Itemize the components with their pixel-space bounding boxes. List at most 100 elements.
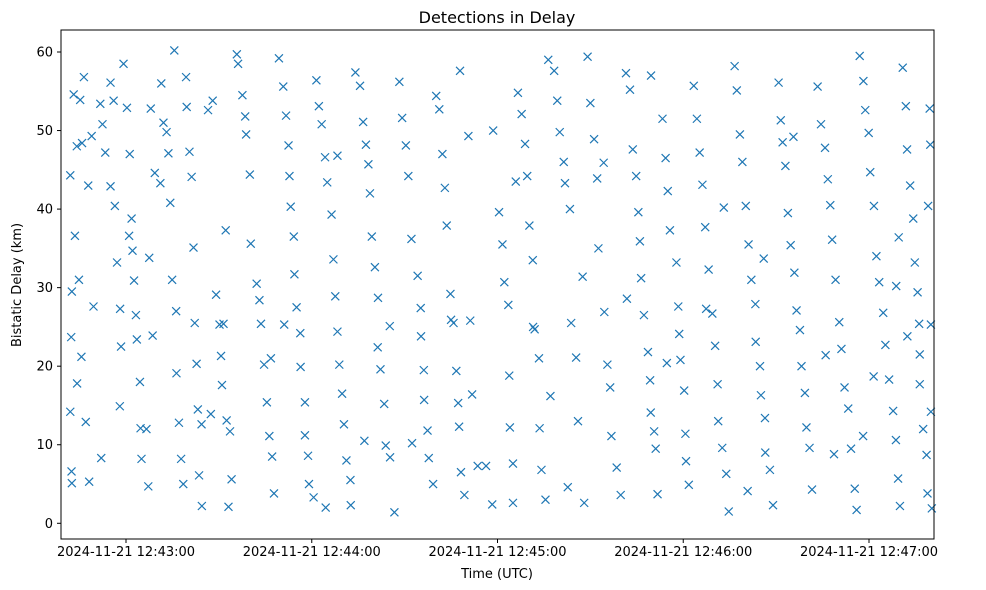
data-point-marker — [379, 399, 389, 409]
data-point-marker — [70, 231, 80, 241]
data-point-marker — [925, 104, 935, 113]
y-tick-label: 40 — [36, 203, 53, 218]
data-point-marker — [162, 127, 171, 137]
data-point-marker — [689, 81, 699, 91]
data-point-marker — [129, 276, 139, 285]
data-point-marker — [636, 273, 646, 283]
data-point-marker — [222, 415, 232, 425]
data-point-marker — [333, 151, 342, 161]
data-point-marker — [730, 61, 740, 71]
data-point-marker — [665, 225, 675, 235]
data-point-marker — [606, 431, 616, 441]
data-point-marker — [783, 208, 793, 218]
data-point-marker — [87, 131, 97, 141]
data-point-marker — [83, 181, 93, 190]
data-point-marker — [322, 177, 332, 187]
data-point-marker — [534, 353, 544, 363]
data-point-marker — [65, 407, 75, 417]
data-point-marker — [633, 207, 643, 217]
data-point-marker — [631, 171, 641, 181]
data-point-marker — [262, 397, 272, 407]
data-point-marker — [376, 364, 385, 374]
data-point-marker — [560, 178, 570, 188]
data-point-marker — [914, 319, 924, 329]
data-point-marker — [898, 63, 908, 73]
data-point-marker — [321, 503, 331, 513]
data-point-marker — [663, 186, 673, 196]
data-point-marker — [741, 201, 751, 211]
data-point-marker — [189, 243, 198, 253]
data-point-marker — [658, 114, 667, 124]
data-point-marker — [915, 349, 925, 359]
data-point-marker — [167, 275, 177, 285]
data-point-marker — [651, 444, 661, 454]
data-point-marker — [535, 423, 545, 433]
data-point-marker — [537, 465, 546, 475]
data-point-marker — [517, 109, 527, 119]
data-point-marker — [174, 418, 184, 428]
data-point-marker — [820, 143, 830, 153]
data-point-marker — [178, 479, 188, 489]
x-tick-label: 2024-11-21 12:47:00 — [800, 545, 938, 560]
data-point-marker — [144, 253, 154, 263]
data-point-marker — [865, 167, 875, 177]
data-point-marker — [816, 119, 826, 129]
data-point-marker — [442, 221, 452, 231]
x-axis-label: Time (UTC) — [460, 567, 533, 582]
data-point-marker — [416, 303, 426, 313]
data-point-marker — [264, 431, 274, 441]
data-point-marker — [320, 152, 330, 162]
data-point-marker — [193, 404, 203, 414]
data-point-marker — [918, 424, 928, 434]
data-point-marker — [358, 117, 368, 127]
data-point-marker — [625, 85, 635, 95]
data-point-marker — [520, 139, 530, 149]
y-tick-label: 30 — [36, 281, 53, 296]
data-point-marker — [884, 375, 894, 384]
data-point-marker — [135, 377, 145, 387]
data-point-marker — [481, 461, 491, 471]
data-point-marker — [75, 95, 85, 105]
data-point-marker — [605, 382, 615, 392]
data-point-marker — [182, 102, 192, 112]
data-point-marker — [131, 310, 141, 320]
data-point-marker — [843, 404, 853, 414]
data-point-marker — [292, 302, 302, 312]
data-point-marker — [233, 59, 243, 69]
plot-area — [61, 30, 934, 539]
data-point-marker — [792, 305, 801, 315]
data-point-marker — [786, 240, 796, 250]
data-point-marker — [370, 262, 380, 272]
data-point-marker — [333, 327, 342, 337]
data-point-marker — [197, 501, 207, 511]
data-point-marker — [797, 361, 806, 371]
data-point-marker — [579, 498, 589, 508]
data-point-marker — [169, 45, 179, 55]
data-point-marker — [125, 149, 135, 159]
data-point-marker — [67, 478, 77, 488]
y-tick-label: 10 — [36, 438, 53, 453]
data-point-marker — [454, 422, 464, 432]
data-point-marker — [499, 277, 509, 287]
data-point-marker — [84, 477, 94, 487]
data-point-marker — [759, 254, 769, 264]
data-point-marker — [339, 419, 349, 429]
data-point-marker — [755, 361, 765, 371]
data-point-marker — [246, 239, 256, 249]
data-point-marker — [563, 482, 573, 492]
data-point-marker — [413, 271, 423, 281]
data-point-marker — [891, 281, 901, 291]
data-point-marker — [346, 500, 356, 510]
data-point-marker — [190, 318, 200, 328]
data-point-marker — [363, 159, 373, 169]
data-point-marker — [616, 490, 626, 500]
data-point-marker — [115, 401, 125, 411]
data-point-marker — [437, 149, 447, 159]
data-point-marker — [704, 265, 714, 275]
data-point-marker — [855, 51, 865, 61]
data-point-marker — [330, 291, 340, 301]
data-point-marker — [407, 438, 417, 448]
y-axis-ticks: 0 10 20 30 40 50 60 — [36, 45, 61, 532]
data-point-marker — [74, 275, 84, 285]
data-point-marker — [337, 389, 347, 399]
